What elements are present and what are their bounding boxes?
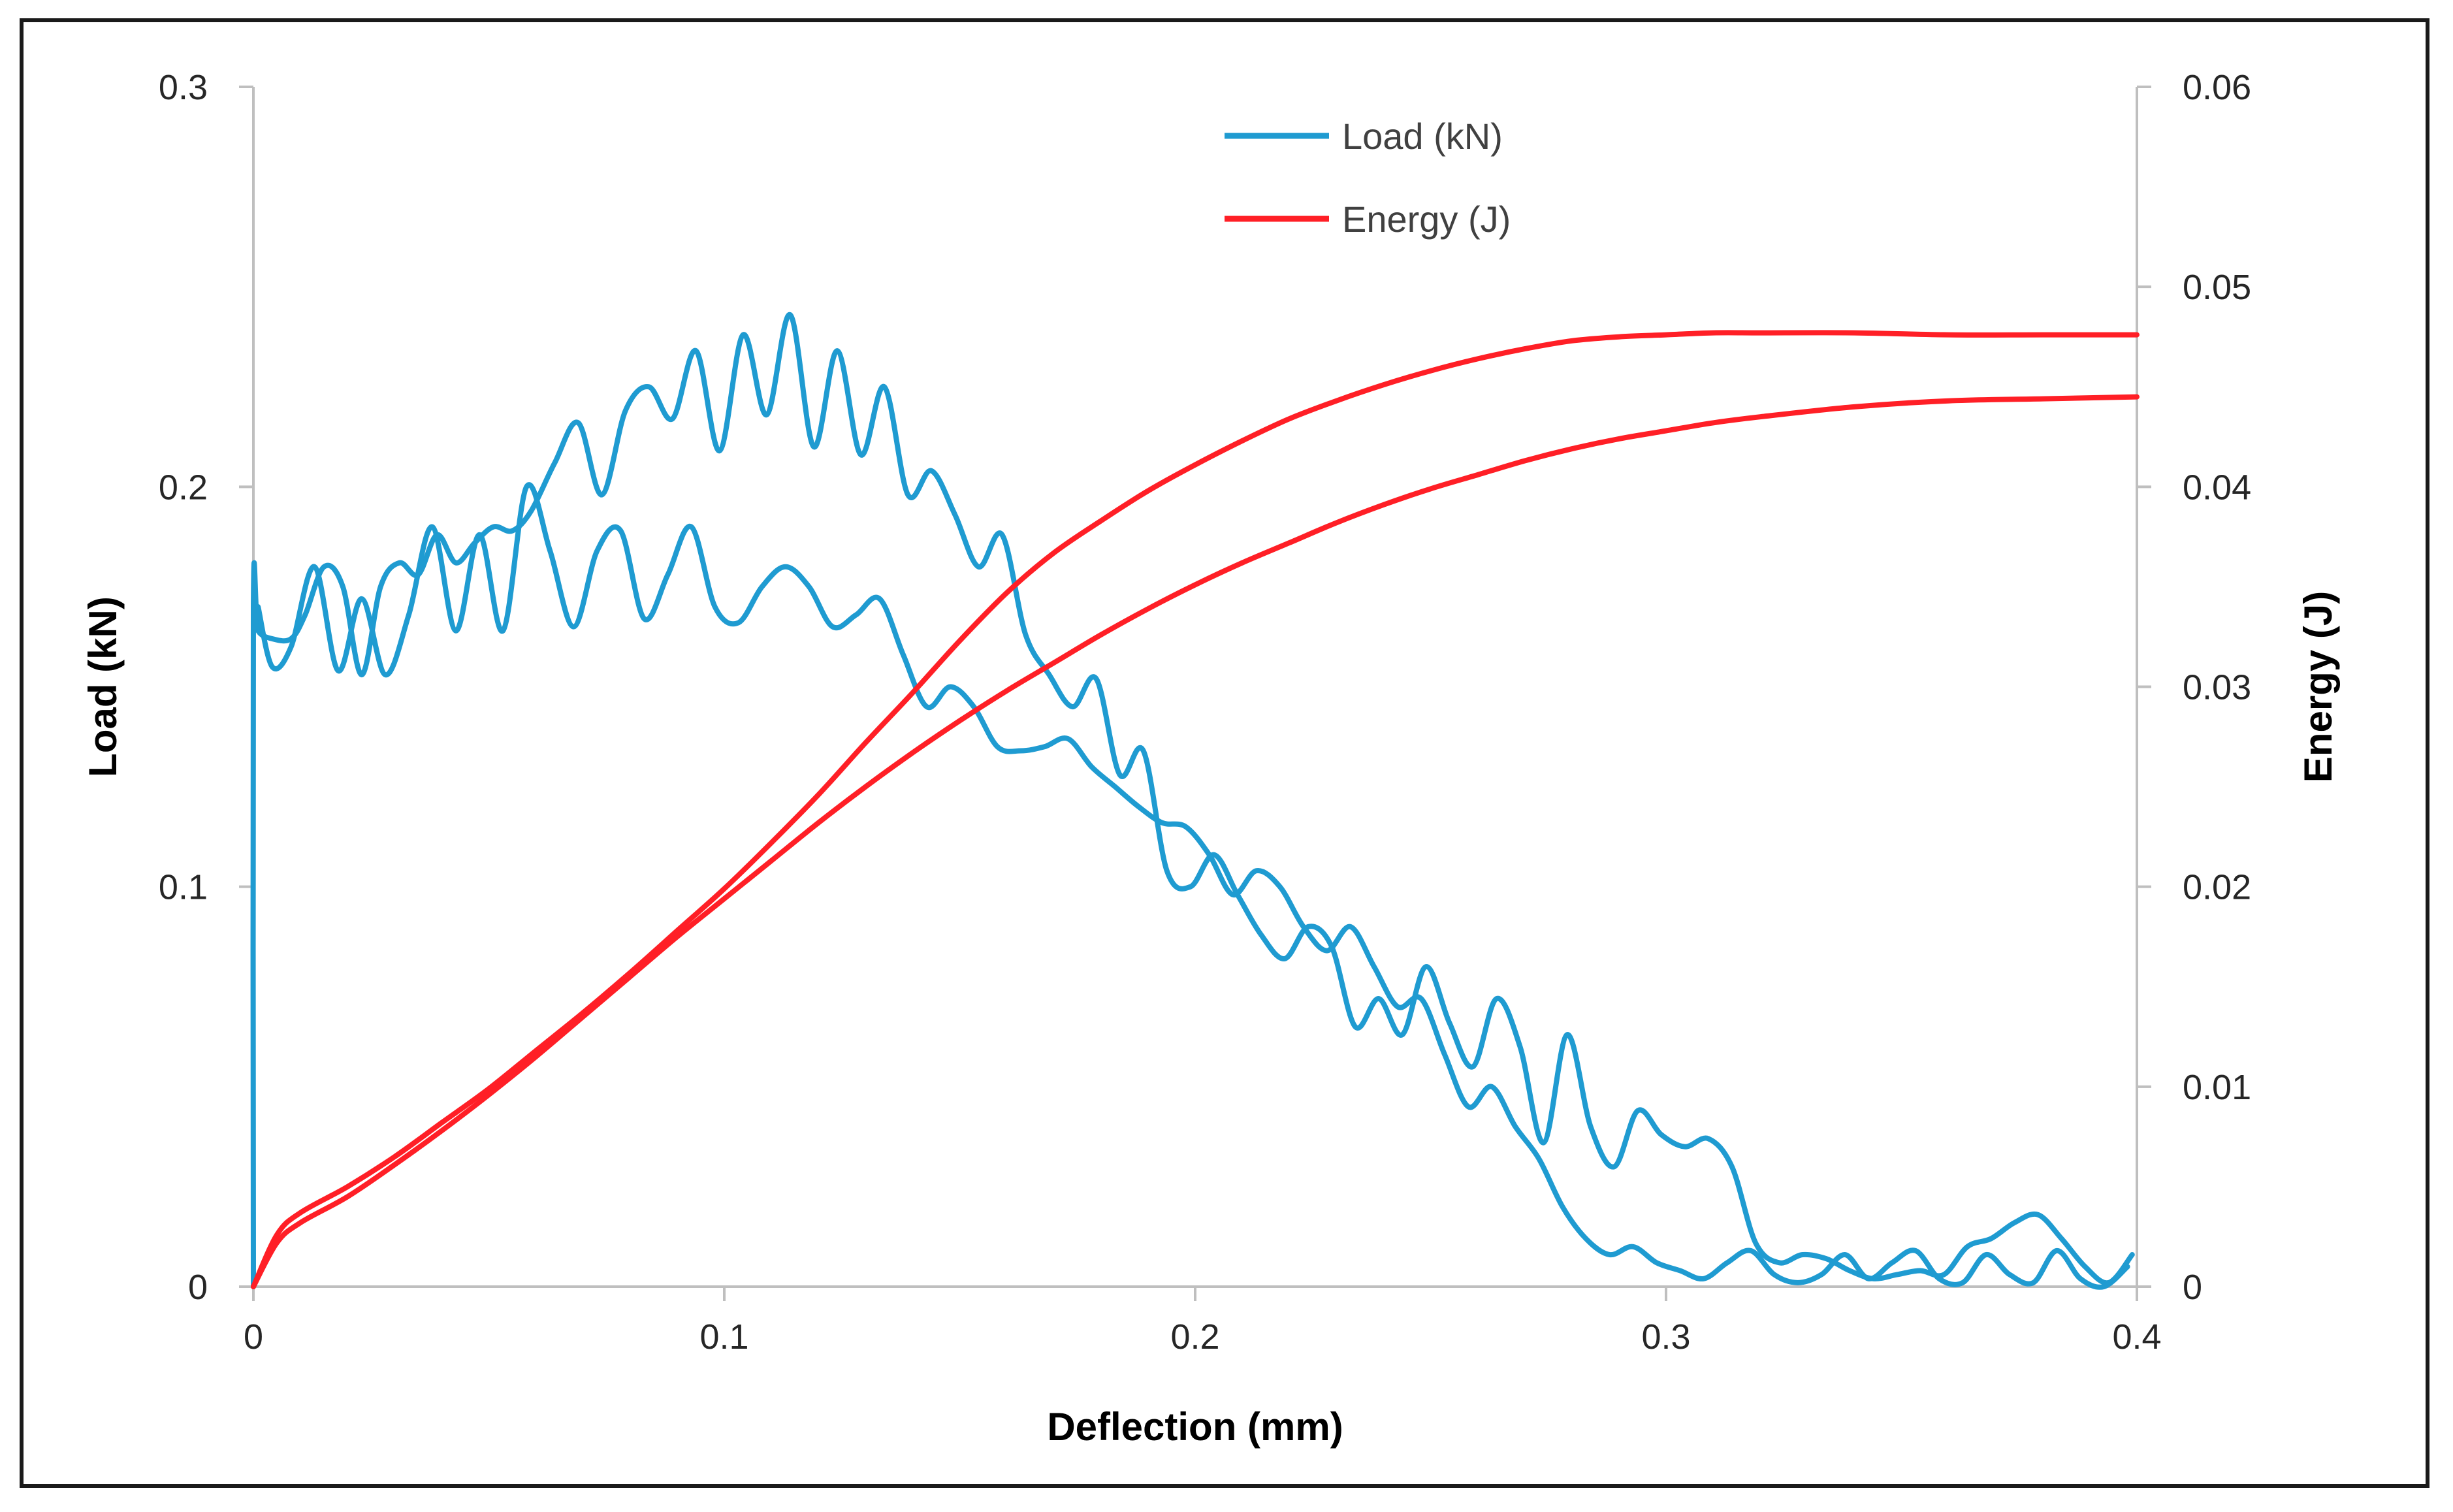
series: [250, 312, 2140, 1290]
left-y-tick-label: 0.3: [159, 68, 208, 107]
right-y-tick-label: 0.06: [2183, 68, 2251, 107]
legend-label-energy: Energy (J): [1342, 199, 1511, 240]
x-tick-label: 0.2: [1170, 1317, 1219, 1357]
legend: Load (kN) Energy (J): [1225, 116, 1511, 240]
left-y-tick-label: 0.1: [159, 868, 208, 907]
right-y-axis-title: Energy (J): [2296, 591, 2340, 782]
axes: [252, 87, 2138, 1288]
right-y-tick-label: 0.05: [2183, 268, 2251, 307]
energy-series-line-2: [251, 394, 2140, 1289]
load-series-line-2: [255, 482, 2130, 1290]
chart-frame: [20, 18, 2429, 1488]
left-y-tick-label: 0.2: [159, 468, 208, 507]
legend-label-load: Load (kN): [1342, 116, 1503, 157]
right-y-tick-label: 0.04: [2183, 468, 2251, 507]
right-y-tick-label: 0.03: [2183, 668, 2251, 707]
ticks: 0 0.1 0.2 0.3 0 0.01 0.02 0.03 0.04 0.05 0.06 0 0.1 0…: [159, 68, 2251, 1357]
x-tick-label: 0.4: [2112, 1317, 2161, 1357]
x-axis-title: Deflection (mm): [1047, 1405, 1343, 1449]
x-tick-label: 0.3: [1641, 1317, 1690, 1357]
left-y-axis-title: Load (kN): [81, 596, 125, 777]
x-tick-label: 0: [244, 1317, 263, 1357]
right-y-tick-label: 0: [2183, 1268, 2202, 1307]
right-y-tick-label: 0.02: [2183, 868, 2251, 907]
left-y-tick-label: 0: [188, 1268, 208, 1307]
load-series-line-1: [250, 312, 2135, 1289]
x-tick-label: 0.1: [699, 1317, 748, 1357]
energy-series-line-1: [251, 330, 2140, 1289]
right-y-tick-label: 0.01: [2183, 1068, 2251, 1107]
